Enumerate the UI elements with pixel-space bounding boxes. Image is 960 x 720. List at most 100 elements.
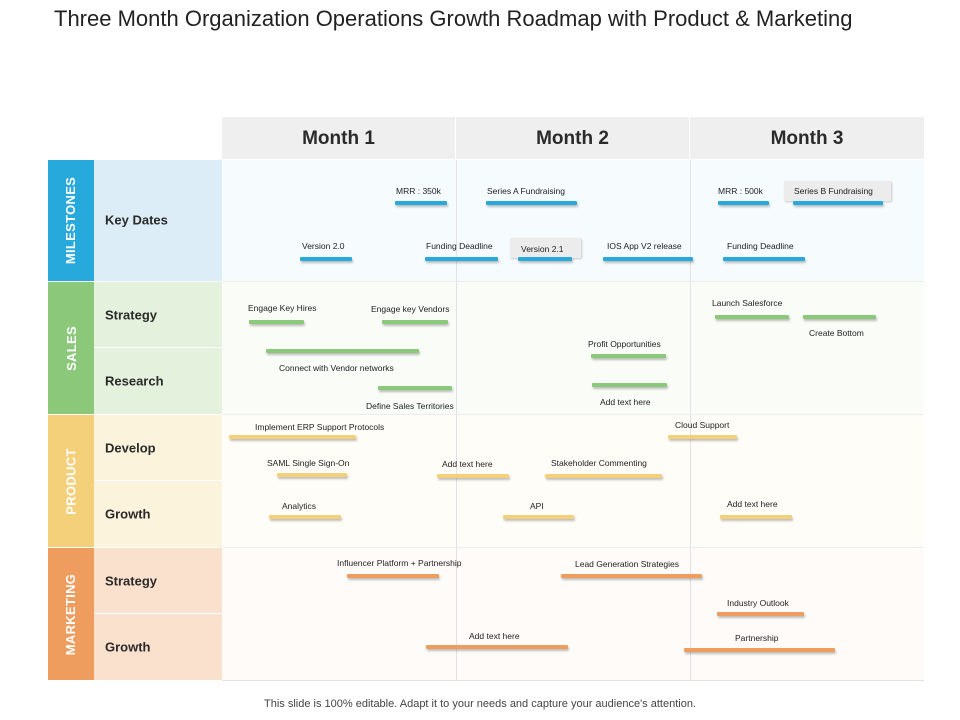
milestone-bar bbox=[395, 201, 447, 205]
marketing-label: Lead Generation Strategies bbox=[575, 559, 679, 569]
row-label: Key Dates bbox=[105, 212, 168, 228]
product-label: Add text here bbox=[442, 459, 493, 469]
page-title: Three Month Organization Operations Grow… bbox=[54, 6, 853, 31]
grid-line-h bbox=[222, 680, 924, 681]
sales-bar bbox=[592, 383, 667, 387]
product-label: Implement ERP Support Protocols bbox=[255, 422, 385, 432]
sales-band bbox=[222, 282, 924, 414]
sales-bar bbox=[803, 315, 876, 319]
category-milestones: MILESTONES bbox=[48, 160, 94, 281]
row-label: Strategy bbox=[105, 573, 158, 588]
sales-bar bbox=[378, 386, 452, 390]
row-product-develop: Develop bbox=[94, 415, 222, 480]
row-sales-strategy: Strategy bbox=[94, 282, 222, 347]
marketing-label: Add text here bbox=[469, 631, 520, 641]
marketing-bar bbox=[561, 574, 702, 578]
row-marketing-strategy: Strategy bbox=[94, 548, 222, 613]
product-label: Add text here bbox=[727, 499, 778, 509]
milestone-bar bbox=[603, 257, 693, 261]
product-bar bbox=[668, 435, 737, 439]
marketing-bar bbox=[717, 612, 804, 616]
row-divider bbox=[94, 480, 222, 481]
row-label: Research bbox=[105, 373, 164, 389]
row-label: Develop bbox=[105, 440, 156, 455]
product-bar bbox=[277, 473, 347, 477]
row-label: Strategy bbox=[105, 307, 158, 322]
milestone-bar bbox=[718, 201, 769, 205]
grid-line-month-3 bbox=[690, 160, 691, 680]
marketing-bar bbox=[347, 574, 439, 578]
sales-bar bbox=[382, 320, 448, 324]
marketing-band bbox=[222, 548, 924, 680]
row-label: Growth bbox=[105, 639, 151, 655]
milestone-label: IOS App V2 release bbox=[607, 241, 682, 251]
product-bar bbox=[437, 474, 509, 478]
sales-label: Add text here bbox=[600, 397, 651, 407]
category-label: PRODUCT bbox=[63, 447, 79, 515]
grid-line-h bbox=[222, 414, 924, 415]
sales-label: Launch Salesforce bbox=[712, 298, 783, 308]
sales-bar bbox=[715, 315, 789, 319]
product-label: Analytics bbox=[282, 501, 317, 511]
category-label: MARKETING bbox=[63, 573, 79, 655]
milestone-bar bbox=[425, 257, 498, 261]
milestone-label: MRR : 350k bbox=[396, 186, 441, 196]
milestone-label: Version 2.0 bbox=[302, 241, 345, 251]
product-label: Cloud Support bbox=[675, 420, 730, 430]
marketing-bar bbox=[684, 648, 835, 652]
milestone-label: MRR : 500k bbox=[718, 186, 763, 196]
sales-label: Profit Opportunities bbox=[588, 339, 661, 349]
marketing-bar bbox=[426, 645, 568, 649]
row-divider bbox=[94, 347, 222, 348]
grid-line-month-2 bbox=[456, 160, 457, 680]
marketing-label: Partnership bbox=[735, 633, 779, 643]
row-key-dates: Key Dates bbox=[94, 160, 222, 281]
milestone-label: Funding Deadline bbox=[426, 241, 493, 251]
milestones-band bbox=[222, 160, 924, 281]
milestone-bar bbox=[793, 201, 883, 205]
sales-bar bbox=[249, 320, 304, 324]
category-sales: SALES bbox=[48, 282, 94, 414]
row-sales-research: Research bbox=[94, 348, 222, 414]
milestone-bar bbox=[518, 257, 572, 261]
month-header-3: Month 3 bbox=[690, 117, 924, 159]
milestone-label: Version 2.1 bbox=[521, 244, 564, 254]
footer-note: This slide is 100% editable. Adapt it to… bbox=[264, 698, 696, 710]
row-divider bbox=[94, 613, 222, 614]
product-bar bbox=[720, 515, 792, 519]
milestone-label: Series B Fundraising bbox=[794, 186, 873, 196]
sales-label: Engage key Vendors bbox=[371, 304, 450, 314]
category-marketing: MARKETING bbox=[48, 548, 94, 680]
milestone-box bbox=[784, 181, 891, 201]
product-bar bbox=[545, 474, 662, 478]
row-marketing-growth: Growth bbox=[94, 614, 222, 680]
sales-label: Create Bottom bbox=[809, 328, 864, 338]
category-label: MILESTONES bbox=[63, 176, 79, 265]
product-label: Stakeholder Commenting bbox=[551, 458, 647, 468]
category-label: SALES bbox=[63, 325, 79, 371]
product-label: API bbox=[530, 501, 544, 511]
marketing-label: Industry Outlook bbox=[727, 598, 789, 608]
sales-label: Define Sales Territories bbox=[366, 401, 454, 411]
product-label: SAML Single Sign-On bbox=[267, 458, 350, 468]
sales-bar bbox=[266, 349, 419, 353]
row-product-growth: Growth bbox=[94, 481, 222, 547]
milestone-label: Funding Deadline bbox=[727, 241, 794, 251]
milestone-bar bbox=[486, 201, 577, 205]
product-bar bbox=[269, 515, 341, 519]
milestone-label: Series A Fundraising bbox=[487, 186, 565, 196]
category-product: PRODUCT bbox=[48, 415, 94, 547]
grid-line-h bbox=[222, 281, 924, 282]
milestone-bar bbox=[300, 257, 352, 261]
milestone-box bbox=[510, 238, 581, 258]
row-label: Growth bbox=[105, 506, 151, 522]
grid-line-h bbox=[222, 547, 924, 548]
product-bar bbox=[229, 435, 356, 439]
milestone-bar bbox=[723, 257, 805, 261]
sales-label: Connect with Vendor networks bbox=[279, 363, 394, 373]
sales-bar bbox=[591, 354, 666, 358]
month-header-1: Month 1 bbox=[222, 117, 455, 159]
product-bar bbox=[503, 515, 574, 519]
month-header-2: Month 2 bbox=[456, 117, 689, 159]
sales-label: Engage Key Hires bbox=[248, 303, 317, 313]
